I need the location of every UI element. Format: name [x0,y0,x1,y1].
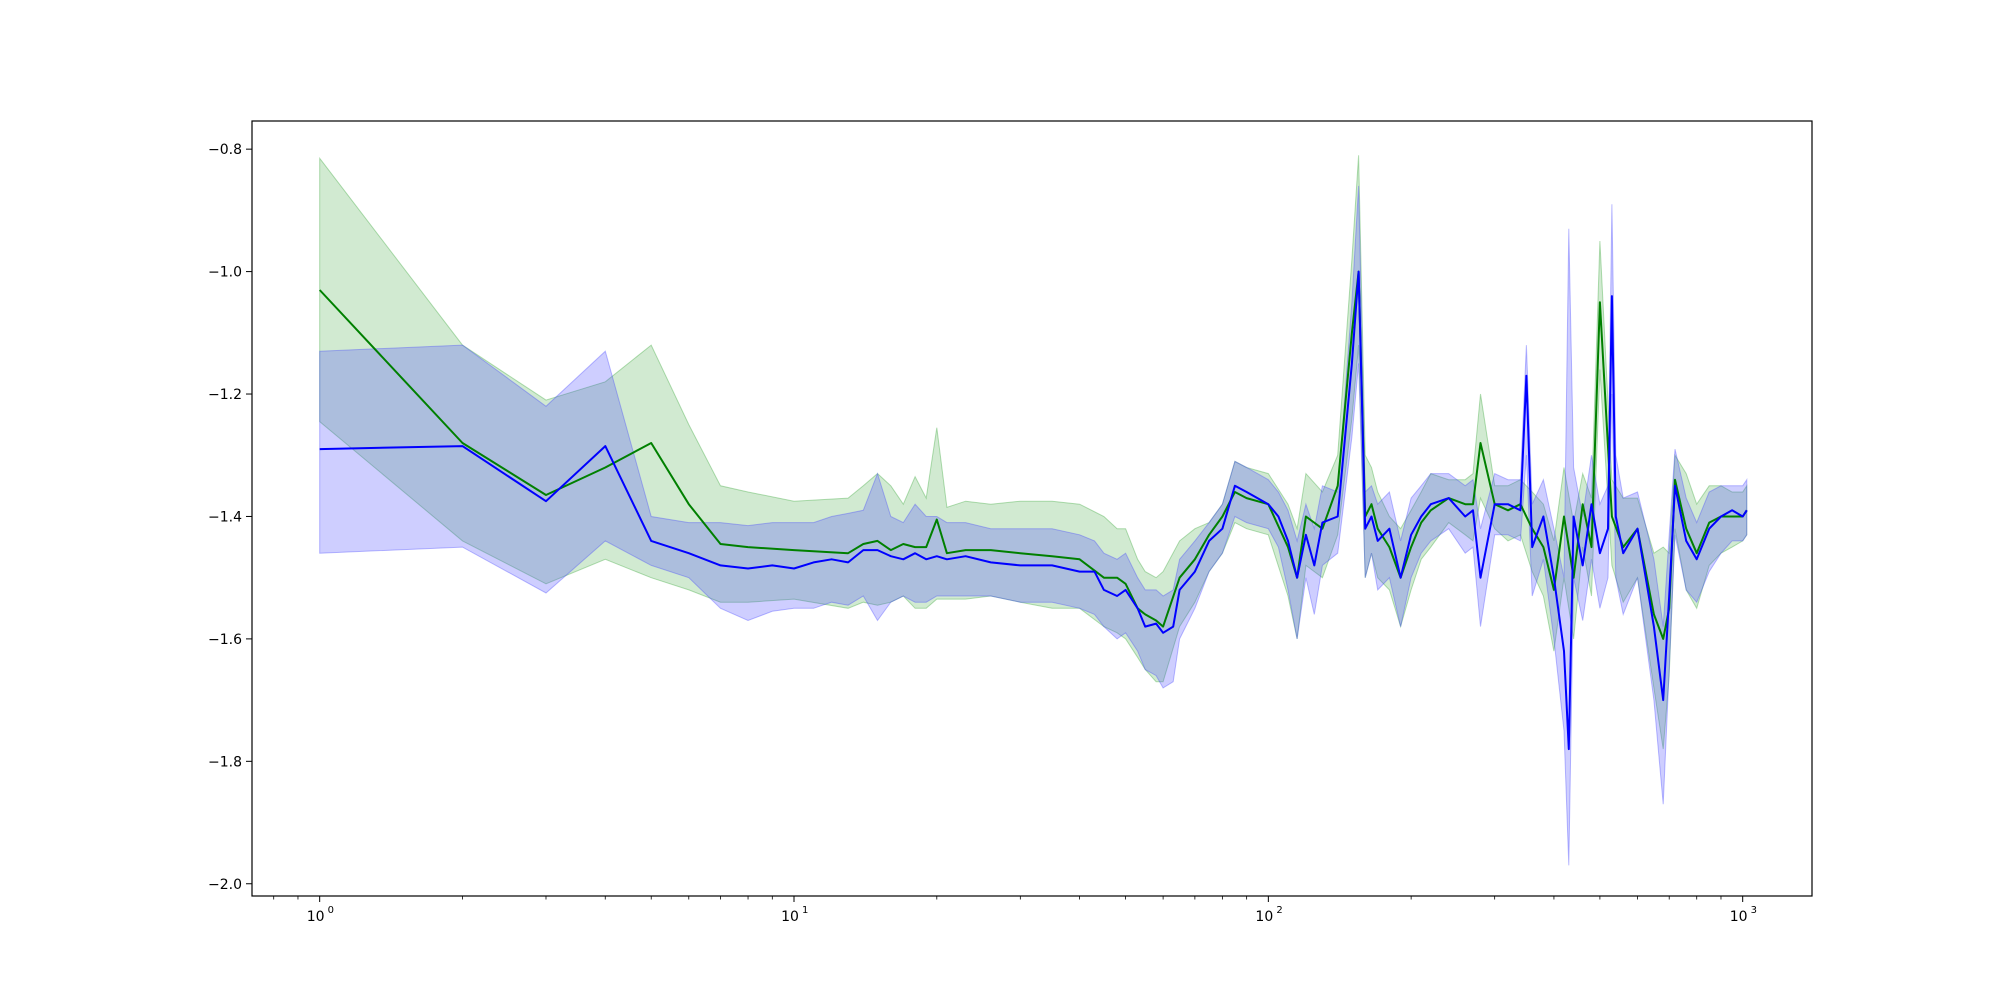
y-tick-label: −1.8 [208,754,242,770]
y-tick-label: −1.0 [208,265,242,281]
x-tick-exponent: 3 [1751,905,1757,916]
x-tick-label: 10 [1255,909,1273,925]
y-tick-label: −1.2 [208,387,242,403]
y-tick-label: −0.8 [208,142,242,158]
y-tick-label: −1.4 [208,509,242,525]
y-tick-label: −1.6 [208,632,242,648]
y-tick-label: −2.0 [208,877,242,893]
axes-frame [251,120,1813,897]
x-tick-exponent: 0 [328,905,334,916]
series-1-band [319,155,1748,750]
plot-area [318,155,1748,866]
x-tick-label: 10 [307,909,325,925]
x-tick-exponent: 1 [802,905,808,916]
x-tick-label: 10 [781,909,799,925]
series-2-band [319,185,1748,866]
axis-ticks: −0.8−1.0−1.2−1.4−1.6−1.8−2.010 0 10 1 10 2 10 3 [208,142,1757,925]
series-2-line [319,270,1748,751]
x-tick-exponent: 2 [1276,905,1282,916]
series-1-line [318,270,1748,640]
x-tick-label: 10 [1730,909,1748,925]
